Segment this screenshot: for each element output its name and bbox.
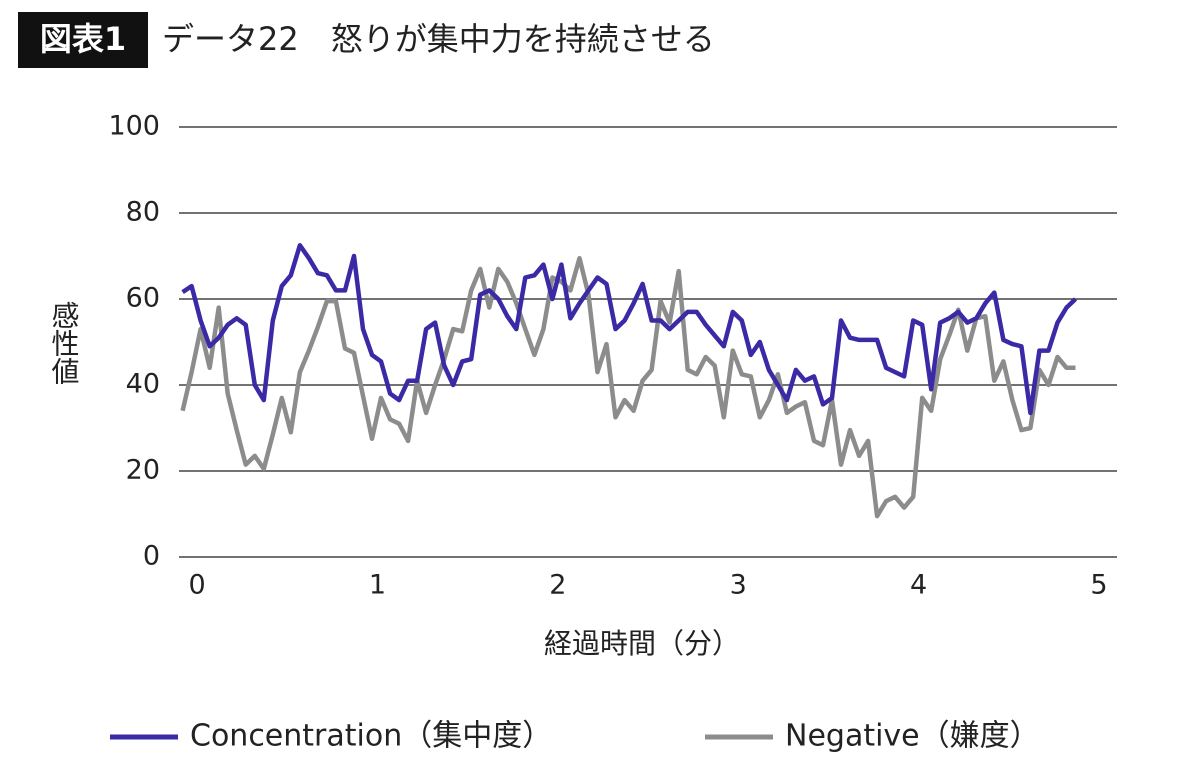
y-tick-label: 80	[126, 197, 160, 228]
y-tick-label: 40	[126, 369, 160, 400]
title-tag: 図表1	[40, 20, 126, 58]
x-tick-label: 4	[910, 570, 927, 601]
chart-title: データ22 怒りが集中力を持続させる	[162, 20, 715, 58]
x-tick-label: 5	[1090, 570, 1107, 601]
y-tick-label: 0	[143, 541, 160, 572]
y-tick-label: 100	[108, 111, 160, 142]
y-tick-label: 60	[126, 283, 160, 314]
x-tick-label: 3	[730, 570, 747, 601]
x-tick-label: 0	[188, 570, 205, 601]
series-line	[181, 243, 1078, 416]
y-tick-label: 20	[126, 455, 160, 486]
series-line	[180, 255, 1076, 519]
legend-label: Concentration（集中度）	[190, 719, 552, 754]
x-tick-label: 2	[549, 570, 566, 601]
title-badge	[18, 12, 148, 68]
x-axis-label: 経過時間（分）	[544, 627, 740, 660]
legend-label: Negative（嫌度）	[785, 719, 1040, 754]
x-tick-label: 1	[369, 570, 386, 601]
y-axis-label: 感性値	[48, 301, 81, 385]
